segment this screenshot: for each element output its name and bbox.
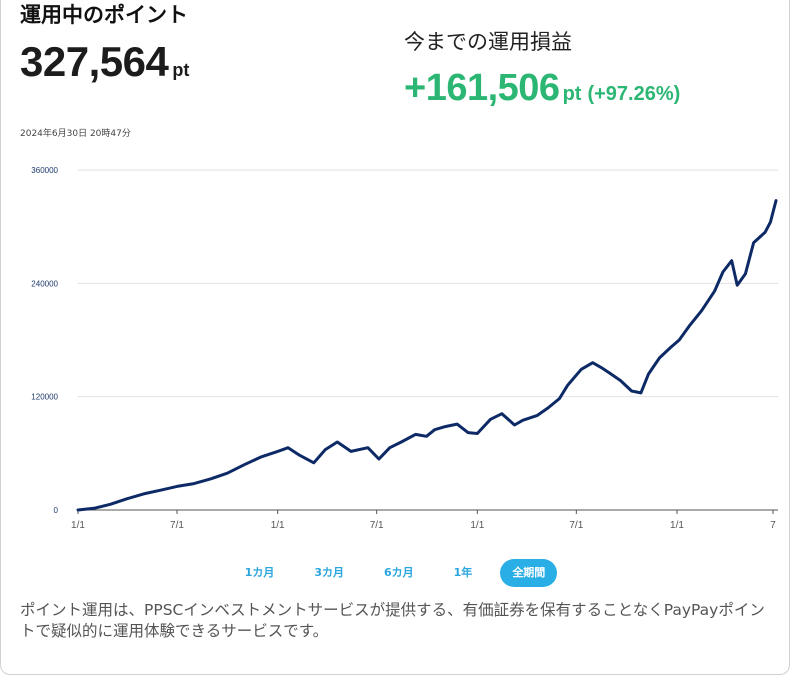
y-tick-label-2: 240000 <box>31 279 58 288</box>
x-tick-label-5: 7/1 <box>569 520 583 531</box>
points-value: 327,564 <box>20 38 169 85</box>
service-description: ポイント運用は、PPSCインベストメントサービスが提供する、有価証券を保有するこ… <box>20 601 765 640</box>
points-row: 327,564 pt <box>20 38 189 86</box>
pl-label: 今までの運用損益 <box>404 30 572 54</box>
x-tick-label-6: 1/1 <box>670 520 684 531</box>
tab-period-4[interactable]: 全期間 <box>500 559 558 587</box>
x-tick-label-2: 1/1 <box>271 520 285 531</box>
tab-period-1[interactable]: 3カ月 <box>314 566 344 579</box>
points-summary: 運用中のポイント 327,564 pt <box>20 0 189 86</box>
tab-period-0[interactable]: 1カ月 <box>244 566 275 579</box>
pl-row: +161,506 pt (+97.26%) <box>404 67 680 110</box>
x-tick-label-4: 1/1 <box>470 520 484 531</box>
tab-period-2[interactable]: 6カ月 <box>384 566 414 579</box>
points-line-chart: 0 120000 240000 360000 1/1 7/1 1/1 7/1 1/1 7/1 1/1… <box>31 166 778 531</box>
points-label: 運用中のポイント <box>20 3 188 27</box>
pl-unit: pt <box>562 83 582 105</box>
x-tick-label-1: 7/1 <box>170 520 184 531</box>
x-tick-label-3: 7/1 <box>370 520 384 531</box>
period-tabs: 1カ月 3カ月 6カ月 1年 全期間 <box>0 559 790 587</box>
tab-period-3[interactable]: 1年 <box>453 566 473 579</box>
points-unit: pt <box>172 60 190 80</box>
y-tick-label-3: 360000 <box>31 166 58 175</box>
pl-summary: 今までの運用損益 +161,506 pt (+97.26%) <box>404 27 680 110</box>
series-line-0 <box>76 199 778 512</box>
pl-percent: (+97.26%) <box>587 83 681 105</box>
pl-value: +161,506 <box>404 67 560 109</box>
y-tick-label-0: 0 <box>54 506 59 515</box>
timestamp: 2024年6月30日 20時47分 <box>20 129 131 139</box>
x-tick-label-7: 7 <box>770 520 776 531</box>
x-tick-label-0: 1/1 <box>71 520 85 531</box>
y-tick-label-1: 120000 <box>31 393 58 402</box>
